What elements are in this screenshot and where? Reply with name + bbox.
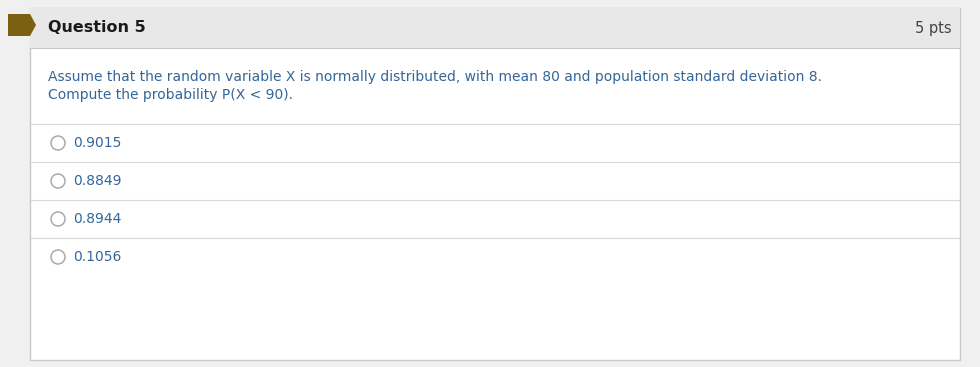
Circle shape — [51, 250, 65, 264]
Text: 5 pts: 5 pts — [915, 21, 952, 36]
Text: Assume that the random variable X is normally distributed, with mean 80 and popu: Assume that the random variable X is nor… — [48, 70, 822, 84]
Circle shape — [51, 136, 65, 150]
FancyBboxPatch shape — [30, 8, 960, 360]
Text: Compute the probability P(X < 90).: Compute the probability P(X < 90). — [48, 88, 293, 102]
Polygon shape — [8, 14, 36, 36]
FancyBboxPatch shape — [30, 8, 960, 48]
Text: 0.8944: 0.8944 — [73, 212, 122, 226]
Text: Question 5: Question 5 — [48, 21, 146, 36]
Text: 0.9015: 0.9015 — [73, 136, 122, 150]
Circle shape — [51, 212, 65, 226]
Circle shape — [51, 174, 65, 188]
Text: 0.1056: 0.1056 — [73, 250, 122, 264]
Text: 0.8849: 0.8849 — [73, 174, 122, 188]
